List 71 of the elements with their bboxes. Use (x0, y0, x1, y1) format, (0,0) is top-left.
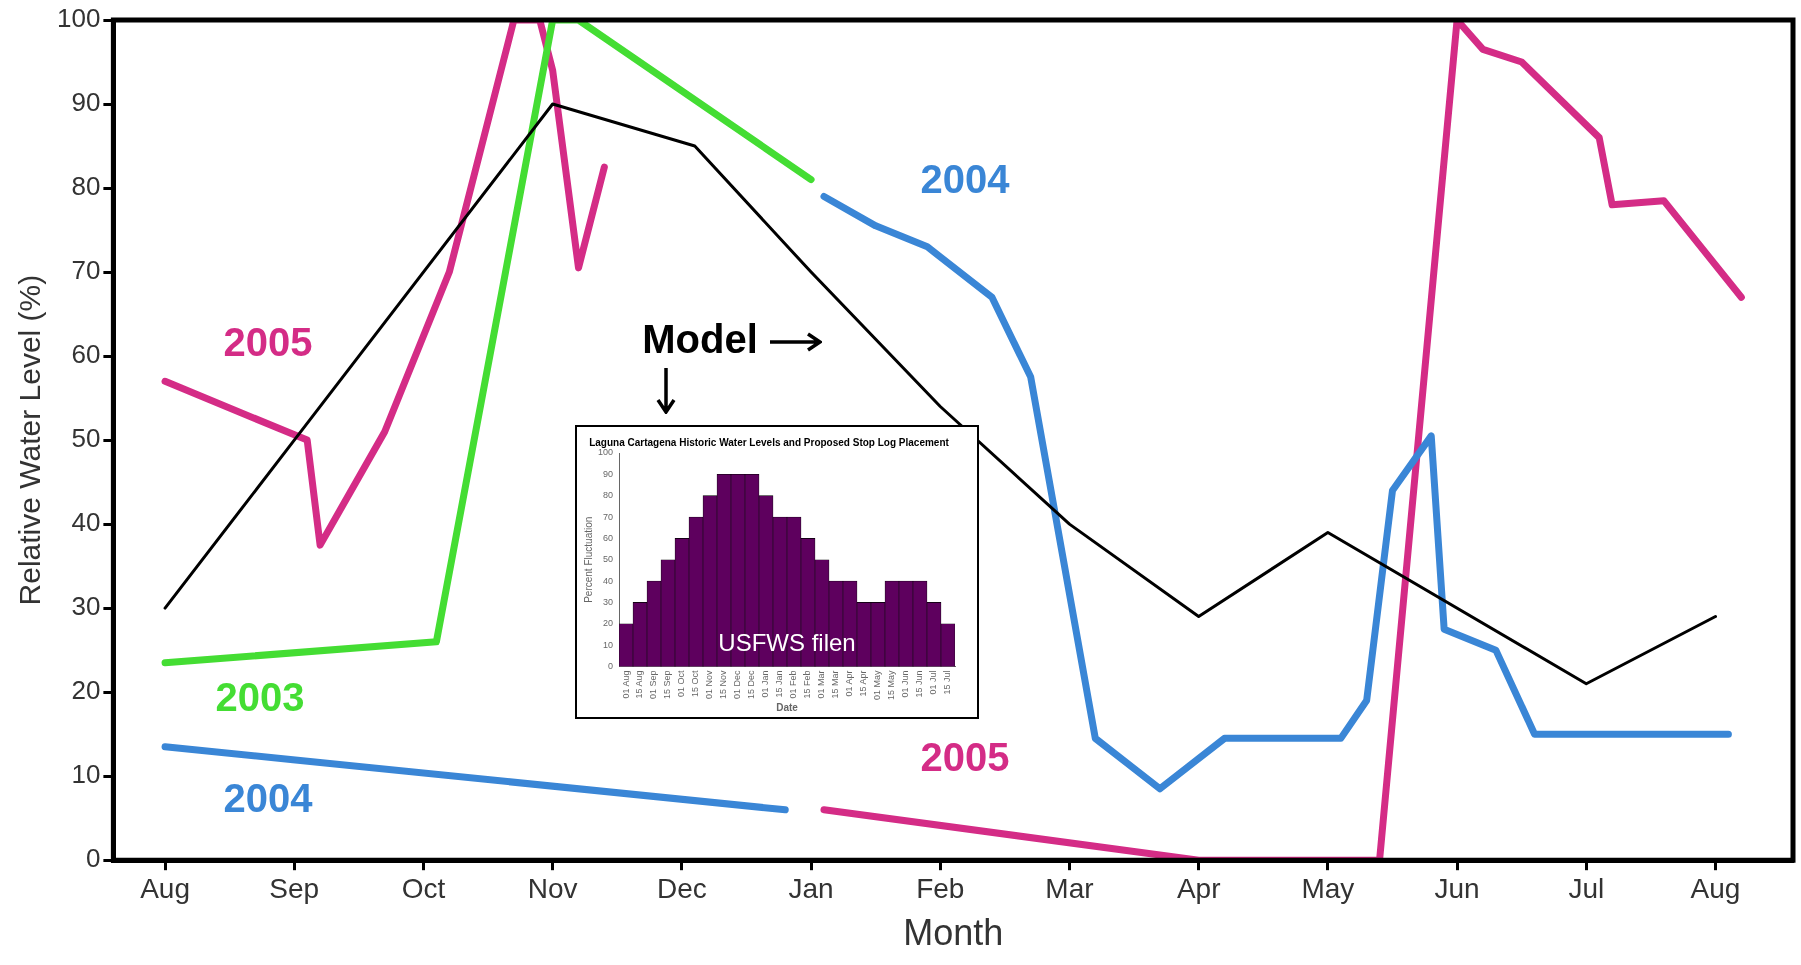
x-tick-label: 01 Feb (788, 670, 799, 699)
x-tick-label: 15 Jul (942, 670, 953, 695)
x-tick-label: Sep (269, 872, 320, 904)
y-tick-label: 30 (603, 596, 614, 607)
x-tick-label: 01 Jan (760, 670, 771, 698)
y-tick-label: 10 (603, 639, 614, 650)
legend-label: Model (642, 317, 758, 362)
x-tick-label: 01 Mar (816, 670, 827, 699)
x-tick-label: Nov (527, 872, 578, 904)
x-tick-label: 15 Nov (718, 670, 729, 700)
y-tick-label: 80 (71, 171, 101, 202)
x-tick-label: 15 Apr (858, 670, 869, 697)
y-tick-label: 60 (603, 532, 614, 543)
x-tick-label: Aug (1690, 872, 1741, 904)
x-tick-label: 01 Jul (928, 670, 939, 695)
y-tick-label: 100 (597, 447, 614, 458)
x-axis-title: Month (903, 912, 1004, 954)
x-tick-label: 01 May (872, 669, 883, 700)
x-tick-label: Jul (1568, 872, 1605, 904)
x-tick-label: 15 Mar (830, 670, 841, 699)
series-label: 2003 (215, 674, 305, 719)
y-tick-label: 0 (608, 660, 614, 671)
x-tick-label: Aug (140, 872, 190, 904)
y-tick-label: 50 (603, 554, 614, 565)
y-tick-label: 0 (85, 843, 101, 874)
x-tick-label: Mar (1045, 872, 1094, 904)
x-tick-label: 01 Apr (844, 670, 855, 697)
x-tick-label: 15 Feb (802, 670, 813, 699)
x-tick-label: 01 Nov (704, 670, 715, 700)
y-tick-label: 90 (71, 87, 101, 118)
y-tick-label: 30 (71, 591, 101, 622)
y-tick-label: 80 (603, 490, 614, 501)
x-tick-label: 15 Jun (914, 670, 925, 698)
x-tick-label: 01 Aug (620, 670, 631, 699)
series-label: 2004 (223, 775, 314, 820)
x-tick-label: 15 Oct (690, 669, 701, 697)
x-tick-label: 01 Sep (648, 670, 659, 700)
x-axis-title: Date (776, 701, 799, 713)
y-tick-label: 20 (603, 618, 614, 629)
y-tick-label: 70 (603, 511, 614, 522)
y-tick-label: 100 (56, 3, 101, 34)
x-tick-label: 15 Aug (634, 670, 645, 699)
x-tick-label: Oct (401, 872, 446, 904)
series-label: 2004 (920, 157, 1011, 202)
x-tick-label: 01 Jun (900, 670, 911, 698)
x-tick-label: 01 Dec (732, 670, 743, 700)
x-tick-label: Jan (788, 872, 834, 904)
y-tick-label: 60 (71, 339, 101, 370)
y-tick-label: 90 (603, 468, 614, 479)
x-tick-label: Apr (1176, 872, 1221, 904)
x-tick-label: Jun (1434, 872, 1480, 904)
annotation: USFWS filen (718, 629, 856, 657)
y-tick-label: 50 (71, 423, 101, 454)
y-tick-label: 20 (71, 675, 101, 706)
chart-title: Laguna Cartagena Historic Water Levels and Proposed Stop Log Placement (589, 436, 950, 448)
series-label: 2005 (223, 320, 313, 365)
y-tick-label: 70 (71, 255, 101, 286)
x-tick-label: Feb (916, 872, 965, 904)
y-tick-label: 40 (603, 575, 614, 586)
y-axis-title: Relative Water Level (%) (13, 274, 47, 606)
y-axis-title: Percent Fluctuation (582, 516, 594, 603)
x-tick-label: 15 Sep (662, 670, 673, 700)
x-tick-label: 01 Oct (676, 669, 687, 697)
y-tick-label: 10 (71, 759, 101, 790)
x-tick-label: 15 Jan (774, 670, 785, 698)
y-tick-label: 40 (71, 507, 101, 538)
x-tick-label: Dec (656, 872, 707, 904)
series-label: 2005 (920, 734, 1010, 779)
x-tick-label: 15 May (886, 669, 897, 700)
x-tick-label: May (1301, 872, 1355, 904)
x-tick-label: 15 Dec (746, 670, 757, 700)
